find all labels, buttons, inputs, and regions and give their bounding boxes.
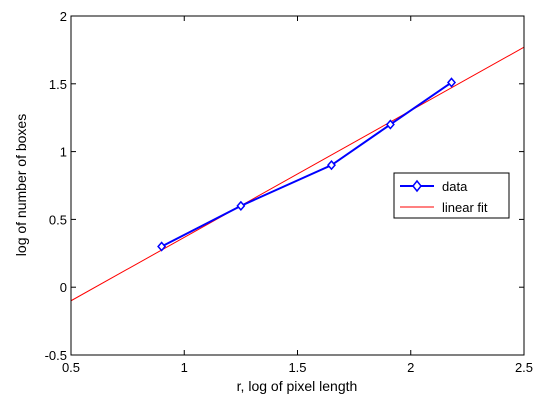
y-tick-label: 1.5 [49, 77, 67, 92]
legend-box [393, 172, 510, 219]
legend-data-marker [412, 179, 422, 193]
y-tick-label: -0.5 [45, 348, 67, 363]
legend-data-label: data [442, 179, 468, 194]
x-tick-label: 1.5 [288, 360, 306, 375]
data-point-marker [385, 119, 395, 130]
data-point-marker [236, 200, 246, 211]
y-tick-label: 2 [60, 9, 67, 24]
x-tick-label: 2 [407, 360, 414, 375]
x-axis-label: r, log of pixel length [237, 378, 358, 394]
y-tick-label: 0.5 [49, 212, 67, 227]
x-tick-label: 2.5 [515, 360, 533, 375]
x-tick-label: 1 [181, 360, 188, 375]
plot-frame [70, 15, 525, 356]
y-axis-label: log of number of boxes [13, 114, 29, 256]
data-point-marker [326, 160, 336, 171]
fit-line [71, 46, 524, 302]
legend: data linear fit [393, 172, 510, 219]
legend-fit-label: linear fit [442, 200, 488, 215]
y-tick-label: 0 [60, 280, 67, 295]
data-point-marker [447, 77, 457, 88]
data-point-marker [157, 241, 167, 252]
y-tick-label: 1 [60, 145, 67, 160]
x-tick-label: 0.5 [62, 360, 80, 375]
